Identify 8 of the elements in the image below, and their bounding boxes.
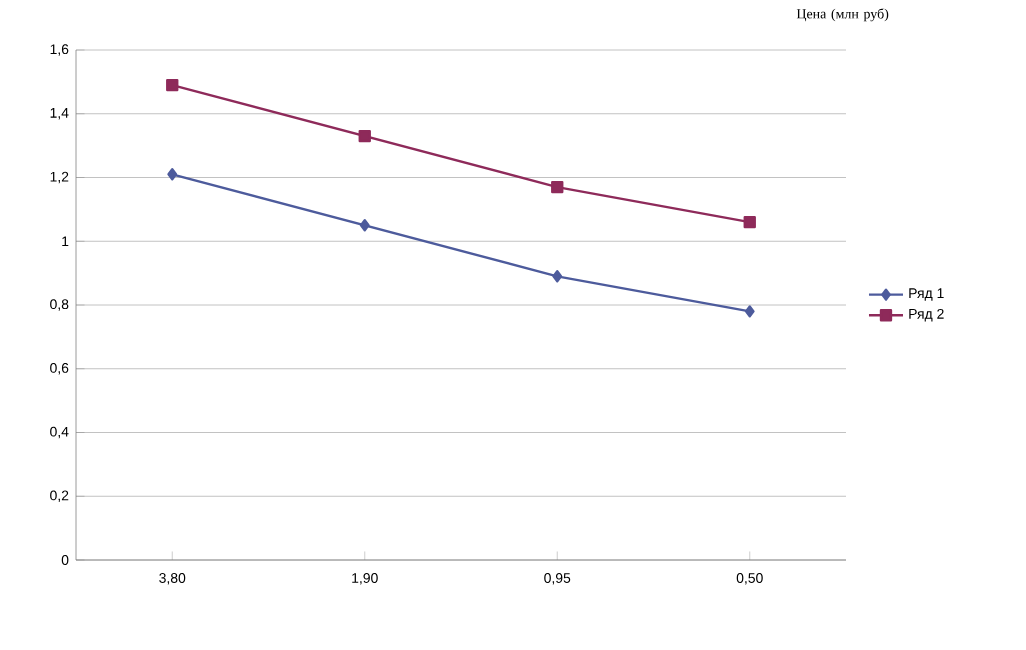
point — [167, 168, 178, 181]
point — [359, 219, 370, 232]
point — [166, 78, 179, 92]
point — [358, 129, 371, 143]
point — [744, 305, 755, 318]
point — [551, 180, 564, 194]
point — [552, 270, 563, 283]
point — [743, 215, 756, 229]
